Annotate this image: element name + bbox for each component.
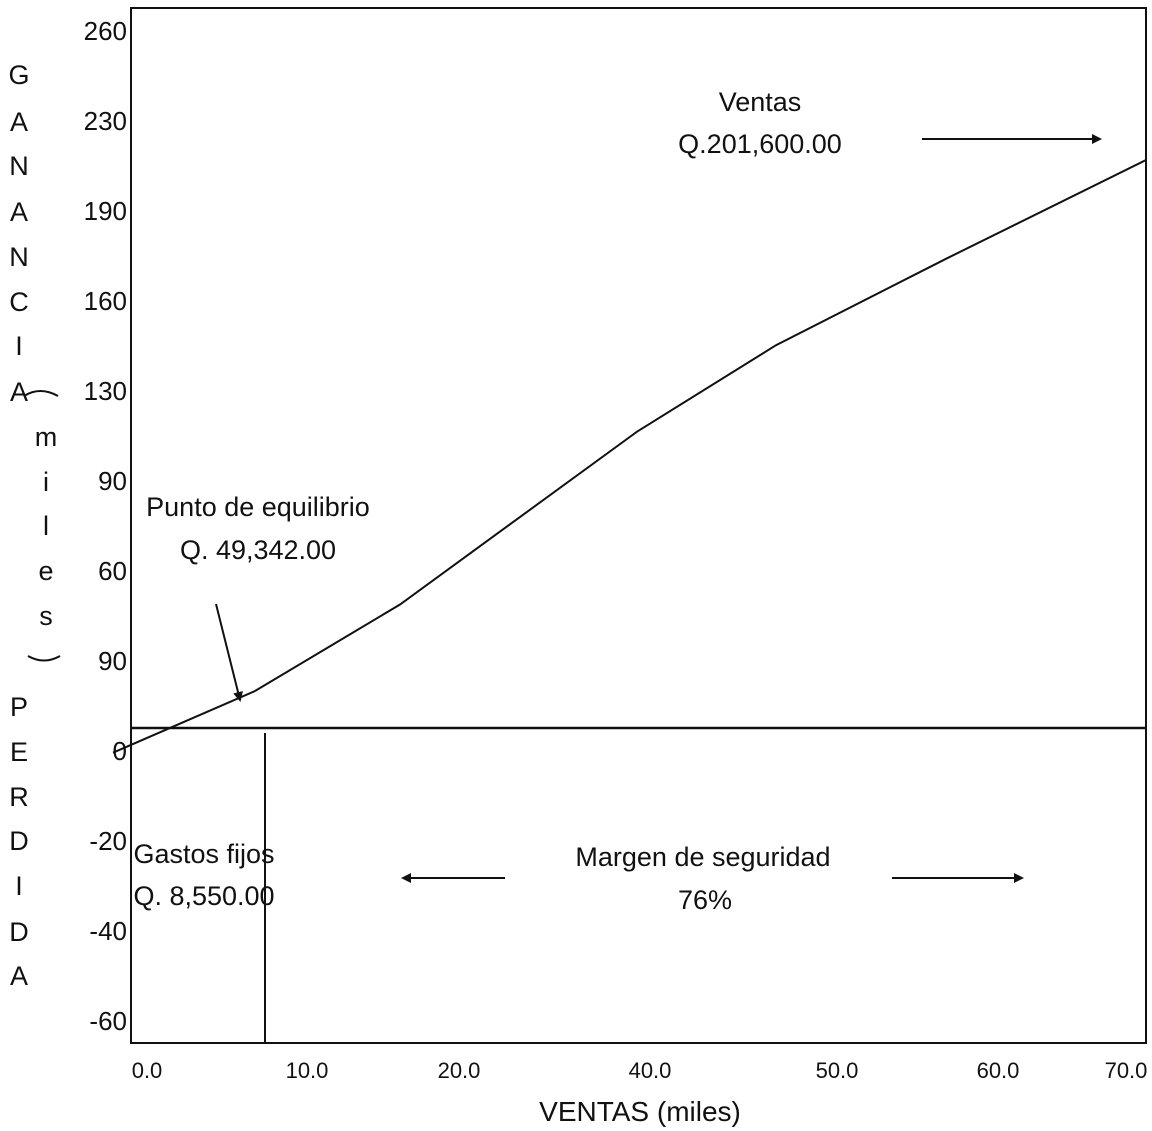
x-tick-label: 60.0 [977,1058,1020,1083]
y-tick-label: 190 [84,196,127,226]
paren-close-mark [27,655,61,662]
y-label-letter: A [10,197,28,227]
y-axis-ticks: 260 230 190 160 130 90 60 90 0 -20 -40 -… [84,16,127,1036]
annotation-ventas: Ventas [719,87,802,117]
x-axis-ticks: 0.0 10.0 20.0 40.0 50.0 60.0 70.0 [132,1058,1148,1083]
y-label-letter: I [15,871,23,901]
series-group [112,159,1147,754]
annotation-gastos-fijos: Gastos fijos [133,839,274,869]
y-tick-label: 90 [98,466,127,496]
y-axis-label: G A N A N C I A m i l e s P E R D I D A [8,60,61,991]
arrow-punto-equilibrio [215,603,243,702]
annotation-ventas-value: Q.201,600.00 [678,129,842,159]
y-label-letter: G [8,60,29,90]
plot-frame [130,7,1147,1044]
y-label-letter: e [38,556,53,586]
y-label-letter: I [15,331,23,361]
y-label-letter: A [10,107,28,137]
y-tick-label: -20 [89,826,127,856]
y-label-letter: E [10,737,28,767]
y-tick-label: 260 [84,16,127,46]
y-label-letter: l [43,511,49,541]
y-tick-label: 60 [98,556,127,586]
y-label-letter: A [10,961,28,991]
y-label-letter: D [9,826,29,856]
y-tick-label: -60 [89,1006,127,1036]
series-line-ventas [112,159,1147,754]
y-tick-label: 230 [84,106,127,136]
x-tick-label: 40.0 [629,1058,672,1083]
y-tick-label: 0 [113,736,127,766]
y-label-letter: R [9,782,29,812]
x-tick-label: 20.0 [438,1058,481,1083]
paren-open-mark [23,390,59,397]
y-label-letter: D [9,917,29,947]
y-label-letter: i [43,467,49,497]
y-tick-label: 130 [84,376,127,406]
x-tick-label: 50.0 [816,1058,859,1083]
x-tick-label: 70.0 [1105,1058,1148,1083]
y-label-letter: s [39,601,53,631]
y-tick-label: -40 [89,916,127,946]
y-label-letter: m [35,422,58,452]
annotation-margen-value: 76% [678,885,732,915]
y-tick-label: 90 [98,646,127,676]
x-tick-label: 0.0 [132,1058,163,1083]
y-tick-label: 160 [84,286,127,316]
y-label-letter: C [9,287,29,317]
x-axis-label: VENTAS (miles) [539,1096,741,1127]
annotation-gastos-fijos-value: Q. 8,550.00 [133,881,274,911]
x-tick-label: 10.0 [286,1058,329,1083]
annotation-punto-equilibrio-value: Q. 49,342.00 [180,535,336,565]
y-label-letter: N [9,242,29,272]
y-label-letter: N [9,151,29,181]
annotation-margen: Margen de seguridad [575,842,830,872]
y-label-letter: P [10,692,28,722]
y-label-letter: A [10,377,28,407]
annotation-punto-equilibrio: Punto de equilibrio [146,492,370,522]
